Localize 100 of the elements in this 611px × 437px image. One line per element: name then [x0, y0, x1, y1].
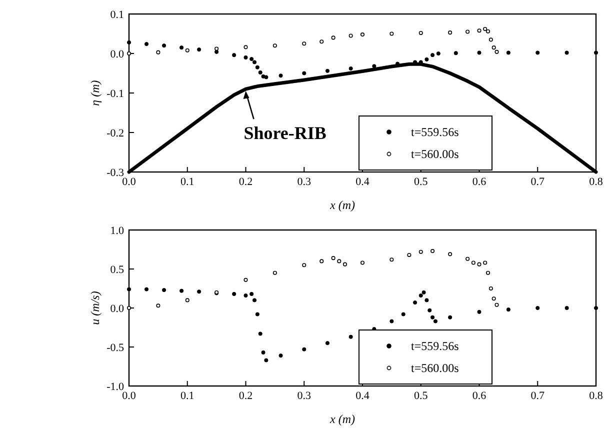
point — [471, 260, 476, 265]
point — [331, 36, 336, 40]
x-tick-label: 0.2 — [238, 390, 253, 402]
annotation: Shore-RIB — [244, 123, 326, 144]
point — [483, 26, 488, 32]
x-tick-label: 0.7 — [530, 390, 545, 402]
x-tick-label: 0.3 — [297, 390, 312, 402]
point — [252, 298, 257, 302]
y-tick-label: 0.5 — [110, 264, 124, 276]
point — [390, 319, 394, 324]
point — [430, 53, 435, 58]
point — [255, 312, 260, 316]
point — [179, 288, 184, 293]
y-tick-label: -0.5 — [106, 342, 124, 354]
x-tick-label: 0.5 — [414, 390, 428, 402]
point — [162, 288, 166, 292]
point — [477, 50, 482, 55]
x-axis-title: x (m) — [329, 412, 355, 426]
point — [278, 354, 283, 358]
point — [325, 341, 330, 346]
point — [320, 259, 324, 264]
x-tick-label: 0.8 — [589, 176, 604, 188]
point — [494, 302, 499, 307]
point — [264, 75, 268, 80]
point — [197, 48, 202, 52]
x-tick-label: 0.3 — [297, 176, 312, 188]
x-tick-label: 0.6 — [472, 176, 487, 188]
point — [412, 300, 418, 305]
point — [436, 51, 440, 56]
point — [258, 70, 262, 75]
point — [126, 40, 132, 44]
point — [258, 332, 262, 336]
point — [244, 293, 248, 298]
point — [407, 252, 412, 257]
legend-label: t=560.00s — [411, 361, 460, 375]
point — [433, 319, 438, 324]
point — [486, 270, 490, 275]
point — [466, 30, 470, 34]
point — [506, 50, 510, 55]
point — [156, 304, 160, 308]
point — [390, 258, 394, 262]
point — [252, 60, 257, 64]
point — [454, 51, 458, 56]
y-tick-label: 0.0 — [110, 48, 124, 60]
y-tick-label: -0.1 — [106, 88, 124, 100]
point — [302, 263, 306, 268]
point — [372, 64, 376, 68]
point — [430, 249, 435, 254]
point — [488, 286, 493, 291]
point — [250, 56, 254, 62]
point — [564, 306, 569, 310]
point — [494, 50, 499, 54]
x-tick-label: 0.6 — [472, 390, 487, 402]
point — [477, 310, 482, 314]
point — [448, 315, 452, 320]
legend-label: t=560.00s — [411, 147, 460, 161]
y-tick-label: -0.3 — [106, 167, 124, 179]
point — [360, 32, 365, 37]
point — [477, 28, 482, 33]
point — [428, 308, 432, 312]
x-tick-label: 0.7 — [530, 176, 545, 188]
point — [337, 259, 342, 264]
point — [244, 55, 248, 60]
point — [214, 50, 219, 54]
point — [348, 34, 353, 38]
point — [424, 57, 429, 62]
point — [302, 71, 306, 76]
point — [390, 32, 394, 36]
x-tick-label: 0.0 — [122, 390, 136, 402]
point — [302, 42, 306, 46]
point — [448, 252, 452, 256]
y-tick-label: -0.2 — [106, 128, 124, 140]
point — [244, 45, 248, 50]
point — [272, 270, 277, 275]
point — [348, 334, 353, 339]
point — [492, 296, 496, 301]
y-tick-label: 1.0 — [110, 225, 124, 237]
point — [448, 30, 452, 35]
point — [430, 315, 435, 320]
point — [302, 347, 306, 352]
point — [126, 306, 132, 310]
point — [162, 44, 166, 48]
point — [325, 68, 330, 73]
point — [401, 312, 406, 316]
x-tick-label: 0.4 — [356, 390, 370, 402]
y-tick-label: -1.0 — [106, 381, 124, 393]
point — [197, 290, 202, 294]
point — [278, 74, 283, 78]
point — [250, 292, 254, 296]
y-tick-label: 0.1 — [110, 9, 124, 21]
point — [564, 50, 569, 55]
legend-label: t=559.56s — [411, 125, 460, 139]
point — [185, 48, 190, 52]
point — [126, 51, 132, 56]
point — [418, 293, 423, 298]
x-tick-label: 0.2 — [238, 176, 253, 188]
point — [422, 290, 426, 294]
point — [594, 306, 598, 310]
point — [144, 287, 149, 292]
legend-label: t=559.56s — [411, 339, 460, 353]
